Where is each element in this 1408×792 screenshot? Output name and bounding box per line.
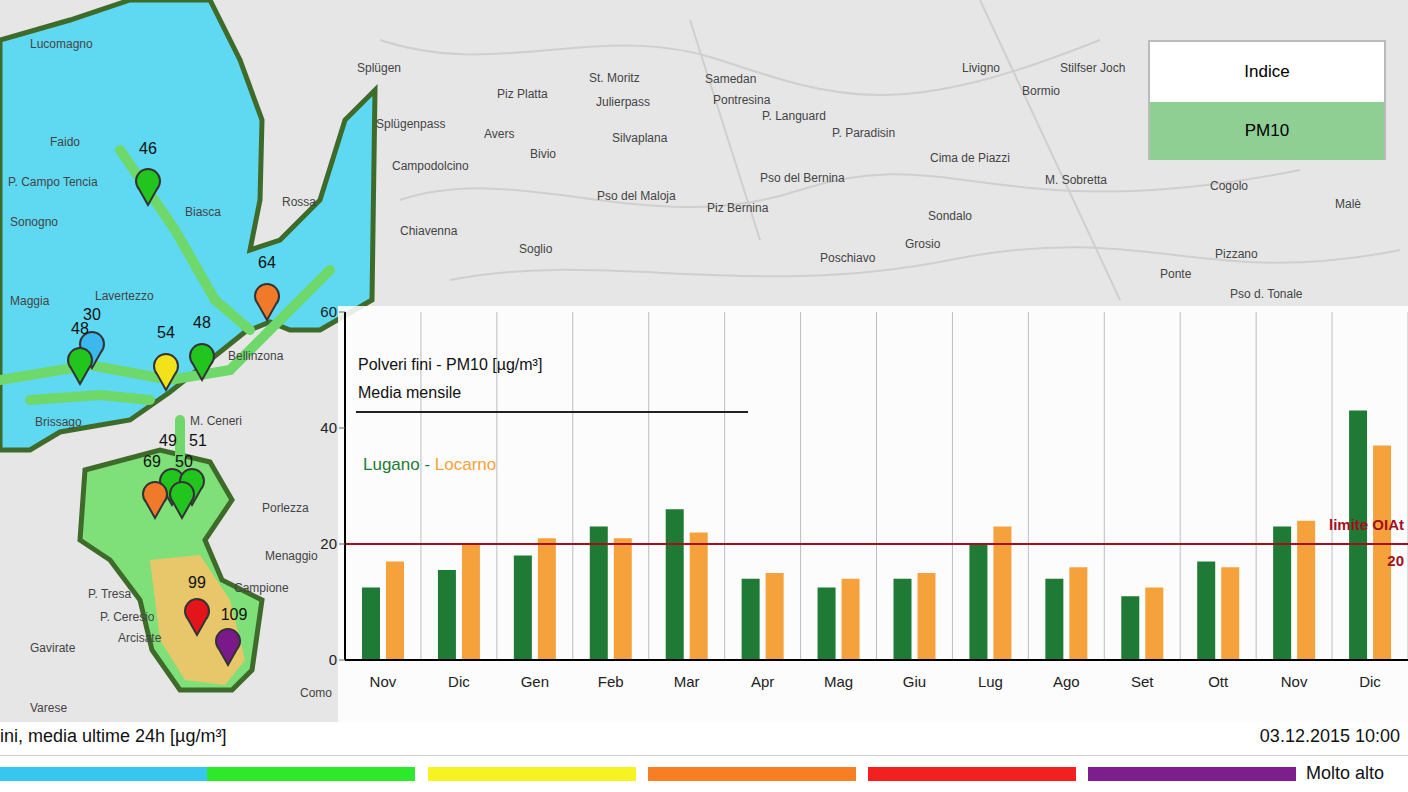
svg-text:Piz Bernina: Piz Bernina <box>707 201 769 215</box>
svg-text:Malè: Malè <box>1335 197 1361 211</box>
svg-text:Soglio: Soglio <box>519 242 553 256</box>
svg-text:51: 51 <box>189 432 207 449</box>
svg-text:Feb: Feb <box>598 673 624 690</box>
svg-text:Gen: Gen <box>521 673 549 690</box>
html-text:03.12.2015 10:00: 03.12.2015 10:00 <box>1259 726 1400 746</box>
svg-text:46: 46 <box>139 140 157 157</box>
svg-text:40: 40 <box>320 419 337 436</box>
svg-text:Apr: Apr <box>751 673 774 690</box>
svg-text:Campodolcino: Campodolcino <box>392 159 469 173</box>
svg-text:Pso del Maloja: Pso del Maloja <box>597 189 676 203</box>
svg-text:Grosio: Grosio <box>905 237 941 251</box>
svg-text:Campione: Campione <box>234 581 289 595</box>
svg-text:Arcisate: Arcisate <box>118 631 162 645</box>
svg-text:Bormio: Bormio <box>1022 84 1060 98</box>
svg-text:48: 48 <box>71 320 89 337</box>
svg-text:109: 109 <box>221 606 248 623</box>
svg-text:Lavertezzo: Lavertezzo <box>95 289 154 303</box>
svg-text:Splügen: Splügen <box>357 61 401 75</box>
svg-text:limite OIAt: limite OIAt <box>1329 516 1400 533</box>
svg-text:Avers: Avers <box>484 127 514 141</box>
svg-text:Faido: Faido <box>50 135 80 149</box>
svg-text:Stilfser Joch: Stilfser Joch <box>1060 61 1125 75</box>
svg-text:Pizzano: Pizzano <box>1215 247 1258 261</box>
svg-text:30: 30 <box>83 306 101 323</box>
html-text:Polveri fini - PM10 [µg/m³]: Polveri fini - PM10 [µg/m³] <box>358 356 543 373</box>
svg-text:Silvaplana: Silvaplana <box>612 131 668 145</box>
svg-text:St. Moritz: St. Moritz <box>589 71 640 85</box>
svg-text:Maggia: Maggia <box>10 294 50 308</box>
svg-text:Splügenpass: Splügenpass <box>376 117 445 131</box>
html-text:Molto alto: Molto alto <box>1306 763 1384 783</box>
svg-text:Mag: Mag <box>824 673 853 690</box>
svg-text:P. Tresa: P. Tresa <box>88 587 131 601</box>
svg-text:M. Sobretta: M. Sobretta <box>1045 173 1107 187</box>
svg-text:49: 49 <box>159 432 177 449</box>
svg-text:Julierpass: Julierpass <box>596 95 650 109</box>
html-text:Indice: Indice <box>1244 62 1290 81</box>
svg-text:Nov: Nov <box>1281 673 1308 690</box>
svg-text:P. Languard: P. Languard <box>762 109 826 123</box>
html-text:Media mensile: Media mensile <box>358 384 462 401</box>
svg-text:Bivio: Bivio <box>530 147 556 161</box>
svg-text:Biasca: Biasca <box>185 205 221 219</box>
html-text:PM10: PM10 <box>1244 121 1290 140</box>
svg-text:50: 50 <box>175 453 193 470</box>
svg-text:Pontresina: Pontresina <box>713 93 771 107</box>
html-text:ini, media ultime 24h [µg/m³]: ini, media ultime 24h [µg/m³] <box>0 726 227 746</box>
svg-text:M. Ceneri: M. Ceneri <box>190 414 242 428</box>
svg-text:Rossa: Rossa <box>282 195 316 209</box>
svg-text:Set: Set <box>1131 673 1154 690</box>
svg-text:Giu: Giu <box>903 673 926 690</box>
svg-text:48: 48 <box>193 314 211 331</box>
svg-text:Poschiavo: Poschiavo <box>820 251 876 265</box>
svg-text:60: 60 <box>320 303 337 320</box>
svg-text:Pso d. Tonale: Pso d. Tonale <box>1230 287 1303 301</box>
svg-text:Gavirate: Gavirate <box>30 641 76 655</box>
svg-text:P. Campo Tencia: P. Campo Tencia <box>8 175 98 189</box>
svg-text:Cogolo: Cogolo <box>1210 179 1248 193</box>
svg-text:Bellinzona: Bellinzona <box>228 349 284 363</box>
svg-text:Como: Como <box>300 686 332 700</box>
svg-text:20: 20 <box>320 535 337 552</box>
svg-text:Porlezza: Porlezza <box>262 501 309 515</box>
html-text:Lugano - Locarno: Lugano - Locarno <box>363 455 497 474</box>
svg-text:Sonogno: Sonogno <box>10 215 58 229</box>
svg-text:Dic: Dic <box>448 673 470 690</box>
svg-text:Pso del Bernina: Pso del Bernina <box>760 171 845 185</box>
svg-text:Varese: Varese <box>30 701 67 715</box>
svg-text:Brissago: Brissago <box>35 415 82 429</box>
svg-text:Dic: Dic <box>1359 673 1381 690</box>
svg-text:Mar: Mar <box>674 673 700 690</box>
svg-text:Sondalo: Sondalo <box>928 209 972 223</box>
svg-text:Ott: Ott <box>1208 673 1229 690</box>
svg-text:Chiavenna: Chiavenna <box>400 224 458 238</box>
svg-text:P. Ceresio: P. Ceresio <box>100 610 155 624</box>
svg-text:54: 54 <box>157 324 175 341</box>
svg-text:0: 0 <box>329 651 337 668</box>
svg-text:Piz Platta: Piz Platta <box>497 87 548 101</box>
svg-text:99: 99 <box>188 574 206 591</box>
svg-text:Ago: Ago <box>1053 673 1080 690</box>
svg-text:Lucomagno: Lucomagno <box>30 37 93 51</box>
svg-text:69: 69 <box>143 453 161 470</box>
svg-text:Nov: Nov <box>370 673 397 690</box>
svg-text:P. Paradisin: P. Paradisin <box>832 126 895 140</box>
svg-text:Cima de Piazzi: Cima de Piazzi <box>930 151 1010 165</box>
svg-text:Livigno: Livigno <box>962 61 1000 75</box>
svg-text:20: 20 <box>1387 552 1400 569</box>
svg-text:Lug: Lug <box>978 673 1003 690</box>
svg-text:Ponte: Ponte <box>1160 267 1192 281</box>
svg-text:Samedan: Samedan <box>705 72 756 86</box>
svg-text:64: 64 <box>258 254 276 271</box>
svg-text:Menaggio: Menaggio <box>265 549 318 563</box>
